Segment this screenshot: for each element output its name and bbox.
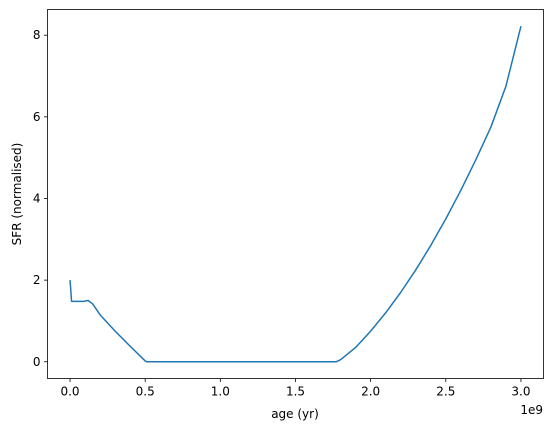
y-tick-label: 6 xyxy=(33,110,41,124)
x-tick-label: 2.5 xyxy=(436,385,455,399)
x-tick-label: 0.5 xyxy=(136,385,155,399)
x-tick-label: 3.0 xyxy=(511,385,530,399)
x-tick-label: 1.0 xyxy=(211,385,230,399)
y-tick-label: 2 xyxy=(33,273,41,287)
y-tick-label: 0 xyxy=(33,355,41,369)
x-axis-label: age (yr) xyxy=(271,407,319,421)
y-axis-label: SFR (normalised) xyxy=(10,143,24,246)
y-tick-label: 8 xyxy=(33,28,41,42)
x-tick-label: 0.0 xyxy=(60,385,79,399)
x-tick-label: 1.5 xyxy=(286,385,305,399)
data-line xyxy=(69,26,522,363)
axes-frame xyxy=(47,9,544,379)
x-tick-label: 2.0 xyxy=(361,385,380,399)
y-tick-label: 4 xyxy=(33,191,41,205)
x-offset-label: 1e9 xyxy=(520,403,543,417)
